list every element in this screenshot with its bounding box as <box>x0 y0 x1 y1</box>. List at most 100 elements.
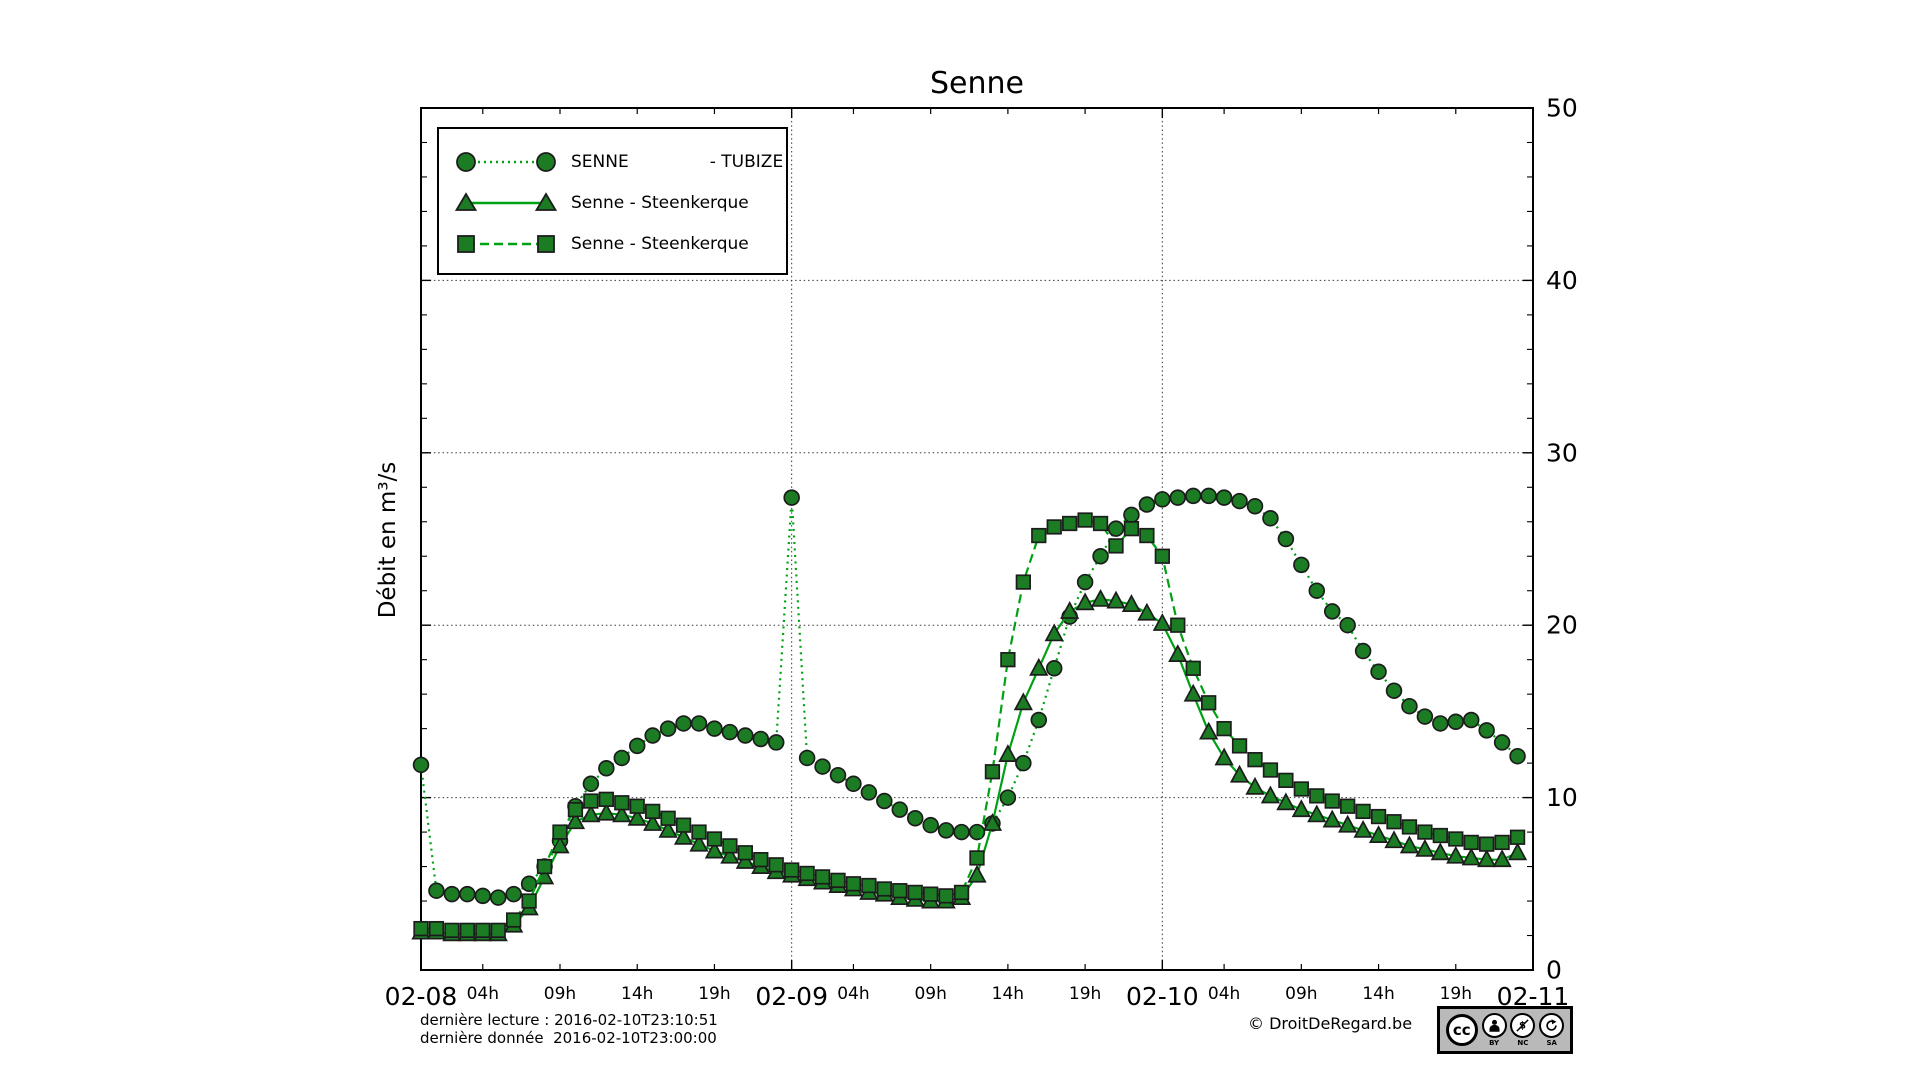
data-point-triangle <box>704 840 725 859</box>
data-point-triangle <box>643 813 663 831</box>
data-point-triangle <box>1060 601 1080 619</box>
y-tick-label: 0 <box>1546 956 1562 985</box>
data-point-circle <box>1277 530 1295 548</box>
data-point-square <box>923 886 939 902</box>
data-point-circle <box>752 730 770 748</box>
data-point-square <box>1231 738 1248 754</box>
cc-sa-arrow-icon <box>1539 1013 1565 1038</box>
data-point-circle <box>829 766 847 784</box>
data-point-circle <box>814 758 831 775</box>
data-point-square <box>1494 834 1510 851</box>
data-point-circle <box>1169 489 1187 506</box>
data-point-circle <box>1416 708 1434 725</box>
data-point-circle <box>737 727 754 744</box>
data-point-triangle <box>1121 594 1142 612</box>
data-point-triangle <box>1291 799 1311 818</box>
legend-item-steenkerque-1: Senne - Steenkerque <box>439 182 786 223</box>
x-day-label: 02-08 <box>385 982 458 1011</box>
data-point-triangle <box>720 845 740 864</box>
data-point-circle <box>1293 556 1310 574</box>
data-point-square <box>1077 512 1093 528</box>
data-point-triangle <box>596 802 616 821</box>
data-point-circle <box>999 789 1017 806</box>
data-point-circle <box>1154 491 1171 508</box>
data-point-square <box>598 791 614 807</box>
data-point-square <box>706 831 723 847</box>
data-point-square <box>1139 527 1155 544</box>
data-point-circle <box>1370 663 1387 680</box>
data-point-triangle <box>1492 849 1512 868</box>
cc-logo-icon: cc <box>1445 1014 1478 1046</box>
data-point-circle <box>459 885 476 903</box>
cc-nc-term: $ NC <box>1510 1013 1536 1047</box>
data-point-triangle <box>658 819 678 838</box>
data-point-triangle <box>1090 588 1111 607</box>
data-point-square <box>1154 548 1170 564</box>
chart-title: Senne <box>930 66 1024 101</box>
data-point-triangle <box>1183 683 1203 702</box>
data-point-circle <box>1462 711 1480 729</box>
data-point-circle <box>1385 682 1403 699</box>
data-point-square <box>784 862 800 878</box>
data-point-triangle <box>1029 657 1049 676</box>
data-point-circle <box>906 810 924 827</box>
data-point-square <box>645 803 661 820</box>
circle-line-marker-icon <box>456 151 556 172</box>
data-point-circle <box>1246 497 1264 515</box>
data-point-square <box>583 793 599 809</box>
data-point-triangle <box>1368 825 1389 843</box>
data-point-circle <box>1262 510 1279 527</box>
data-point-square <box>1108 538 1124 554</box>
series-line-0 <box>419 494 1519 899</box>
x-hour-label: 19h <box>698 984 730 1004</box>
data-point-circle <box>1123 506 1140 524</box>
data-point-square <box>1309 788 1325 804</box>
x-hour-label: 14h <box>992 984 1024 1004</box>
data-point-square <box>506 912 522 928</box>
data-point-triangle <box>1152 613 1172 631</box>
x-hour-label: 14h <box>1362 984 1394 1004</box>
data-point-triangle <box>1044 623 1064 642</box>
data-point-square <box>1463 834 1479 851</box>
data-point-circle <box>721 723 739 741</box>
x-hour-label: 14h <box>621 984 653 1004</box>
data-point-triangle <box>1013 692 1033 711</box>
x-hour-label: 04h <box>1208 984 1240 1004</box>
data-point-triangle <box>1430 842 1450 861</box>
triangle-line-marker-icon <box>454 191 558 211</box>
data-point-square <box>660 810 676 826</box>
data-point-circle <box>922 816 939 834</box>
legend-item-tubize: SENNE - TUBIZE <box>439 141 786 182</box>
last-data-text: dernière donnée 2016-02-10T23:00:00 <box>420 1029 717 1047</box>
x-hour-label: 04h <box>467 984 499 1004</box>
x-day-label: 02-09 <box>755 982 828 1011</box>
data-point-circle <box>953 823 970 841</box>
data-point-triangle <box>581 804 601 823</box>
data-point-circle <box>1478 722 1495 739</box>
data-point-square <box>892 883 908 899</box>
data-point-circle <box>1432 715 1449 732</box>
data-point-circle <box>798 749 816 767</box>
data-point-triangle <box>998 744 1018 762</box>
cc-nc-label: NC <box>1517 1039 1529 1047</box>
data-point-circle <box>860 784 878 801</box>
data-point-square <box>1015 574 1031 590</box>
x-hour-label: 09h <box>1285 984 1317 1004</box>
data-point-circle <box>1015 754 1032 772</box>
series-line-1 <box>421 598 1519 935</box>
cc-sa-term: SA <box>1539 1013 1565 1047</box>
data-point-circle <box>1354 642 1372 660</box>
data-point-circle <box>767 734 785 751</box>
y-tick-label: 40 <box>1546 266 1578 295</box>
data-point-square <box>1340 798 1356 814</box>
data-point-circle <box>876 792 893 810</box>
series-line-2 <box>421 518 1518 932</box>
data-point-circle <box>613 749 631 767</box>
data-point-square <box>536 858 553 875</box>
data-point-square <box>1185 660 1201 676</box>
data-point-square <box>1509 829 1526 845</box>
data-point-triangle <box>612 804 632 823</box>
data-point-circle <box>1030 711 1048 729</box>
legend-label: Senne - Steenkerque <box>571 233 749 254</box>
legend-label: Senne - Steenkerque <box>571 192 749 213</box>
